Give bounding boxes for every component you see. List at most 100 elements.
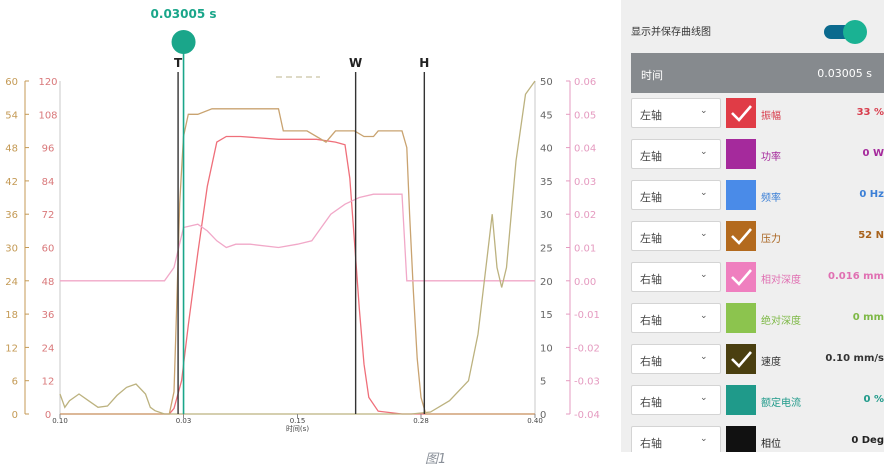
y-tick-label-right_inner: 30: [540, 210, 553, 221]
y-tick-label-left_inner: 96: [42, 144, 55, 155]
y-tick-label-left_outer: 42: [5, 177, 18, 188]
series-line-force: [60, 108, 535, 415]
chevron-down-icon: ⌄: [700, 270, 708, 280]
marker-label-w: W: [349, 56, 362, 70]
channel-row: 右轴 ⌄ 绝对深度 0 mm: [631, 301, 884, 337]
y-tick-label-right_outer: -0.03: [574, 377, 600, 388]
channel-row: 右轴 ⌄ 相对深度 0.016 mm: [631, 260, 884, 296]
axis-select[interactable]: 右轴 ⌄: [631, 344, 721, 374]
channel-row: 左轴 ⌄ 振幅 33 %: [631, 96, 884, 132]
series-color-checkbox[interactable]: [726, 426, 756, 452]
show-save-toggle[interactable]: [824, 20, 867, 44]
channel-value: 0 %: [863, 394, 884, 405]
y-tick-label-right_inner: 5: [540, 377, 546, 388]
series-color-checkbox[interactable]: [726, 180, 756, 210]
y-tick-label-left_outer: 6: [12, 377, 18, 388]
chevron-down-icon: ⌄: [700, 229, 708, 239]
axis-select-value: 右轴: [640, 396, 662, 409]
y-tick-label-right_inner: 35: [540, 177, 553, 188]
cursor-handle[interactable]: [171, 30, 196, 54]
channel-row: 右轴 ⌄ 相位 0 Deg: [631, 424, 884, 452]
channel-name: 速度: [761, 357, 781, 368]
y-tick-label-right_inner: 10: [540, 343, 553, 354]
axis-select-value: 左轴: [640, 109, 662, 122]
time-label: 时间: [641, 69, 663, 82]
channel-row: 右轴 ⌄ 额定电流 0 %: [631, 383, 884, 419]
y-tick-label-left_inner: 12: [42, 377, 55, 388]
y-tick-label-left_inner: 72: [42, 210, 55, 221]
check-icon: [731, 269, 752, 286]
series-line-speed: [59, 80, 536, 415]
channel-value: 0.10 mm/s: [825, 353, 884, 364]
y-tick-label-right_inner: 50: [540, 77, 553, 88]
series-color-checkbox[interactable]: [726, 98, 756, 128]
axis-select-value: 右轴: [640, 355, 662, 368]
y-tick-label-right_outer: 0.02: [574, 210, 596, 221]
chevron-down-icon: ⌄: [700, 393, 708, 403]
x-axis-label: 时间(s): [286, 424, 309, 433]
series-color-checkbox[interactable]: [726, 344, 756, 374]
channel-row: 左轴 ⌄ 功率 0 W: [631, 137, 884, 173]
y-tick-label-right_inner: 45: [540, 110, 553, 121]
chevron-down-icon: ⌄: [700, 106, 708, 116]
series-line-rel_depth: [60, 193, 535, 282]
y-tick-label-left_inner: 108: [38, 110, 57, 121]
axis-select[interactable]: 右轴 ⌄: [631, 385, 721, 415]
channel-name: 绝对深度: [761, 316, 801, 327]
chevron-down-icon: ⌄: [700, 147, 708, 157]
x-tick-label: 0.10: [52, 417, 68, 425]
channel-name: 相位: [761, 439, 781, 450]
y-tick-label-left_outer: 18: [5, 310, 18, 321]
y-tick-label-left_outer: 36: [5, 210, 18, 221]
y-tick-label-left_outer: 54: [5, 110, 18, 121]
axis-select[interactable]: 左轴 ⌄: [631, 139, 721, 169]
channel-value: 33 %: [856, 107, 884, 118]
axis-select[interactable]: 右轴 ⌄: [631, 426, 721, 452]
channel-value: 52 N: [858, 230, 884, 241]
series-line-amplitude: [60, 135, 535, 415]
axes: 0.10 0.03 0.15 0.28 0.40 时间(s) 0 6 12 18 24 30 36 42 4…: [5, 76, 600, 433]
y-tick-label-right_inner: 20: [540, 277, 553, 288]
show-save-label: 显示并保存曲线图: [631, 27, 711, 38]
y-tick-label-right_inner: 15: [540, 310, 553, 321]
y-tick-label-right_outer: 0.03: [574, 177, 596, 188]
axis-select[interactable]: 左轴 ⌄: [631, 98, 721, 128]
y-tick-label-left_inner: 36: [42, 310, 55, 321]
y-tick-label-right_inner: 0: [540, 410, 546, 421]
axis-select[interactable]: 右轴 ⌄: [631, 303, 721, 333]
check-icon: [731, 351, 752, 368]
channel-value: 0 mm: [852, 312, 884, 323]
axis-select-value: 右轴: [640, 273, 662, 286]
y-tick-label-left_outer: 12: [5, 343, 18, 354]
y-tick-label-right_outer: 0.00: [574, 277, 596, 288]
axis-select-value: 左轴: [640, 150, 662, 163]
marker-label-h: H: [419, 56, 429, 70]
time-value: 0.03005 s: [817, 67, 872, 80]
axis-select-value: 右轴: [640, 314, 662, 327]
marker-label-t: T: [174, 56, 183, 70]
channel-name: 振幅: [761, 111, 781, 122]
series-color-checkbox[interactable]: [726, 303, 756, 333]
chart: T W H 0.10 0.03 0.15 0.28 0.40 时间(s) 0 6 12 18 24 30 3…: [5, 7, 600, 433]
series-color-checkbox[interactable]: [726, 139, 756, 169]
series-color-checkbox[interactable]: [726, 262, 756, 292]
series-color-checkbox[interactable]: [726, 221, 756, 251]
channel-name: 功率: [761, 152, 781, 163]
y-tick-label-left_outer: 60: [5, 77, 18, 88]
channel-row: 左轴 ⌄ 压力 52 N: [631, 219, 884, 255]
chevron-down-icon: ⌄: [700, 352, 708, 362]
chevron-down-icon: ⌄: [700, 188, 708, 198]
axis-select[interactable]: 右轴 ⌄: [631, 262, 721, 292]
time-header: 时间 0.03005 s: [631, 53, 884, 93]
series-layer: [59, 80, 536, 415]
y-tick-label-right_outer: 0.04: [574, 144, 596, 155]
figure-caption: 图1: [425, 452, 447, 467]
axis-select-value: 右轴: [640, 437, 662, 450]
y-tick-label-left_inner: 84: [42, 177, 55, 188]
x-tick-label: 0.28: [413, 417, 429, 425]
channel-value: 0 W: [862, 148, 884, 159]
axis-select[interactable]: 左轴 ⌄: [631, 221, 721, 251]
time-cursor[interactable]: 0.03005 s: [151, 7, 217, 414]
series-color-checkbox[interactable]: [726, 385, 756, 415]
axis-select[interactable]: 左轴 ⌄: [631, 180, 721, 210]
